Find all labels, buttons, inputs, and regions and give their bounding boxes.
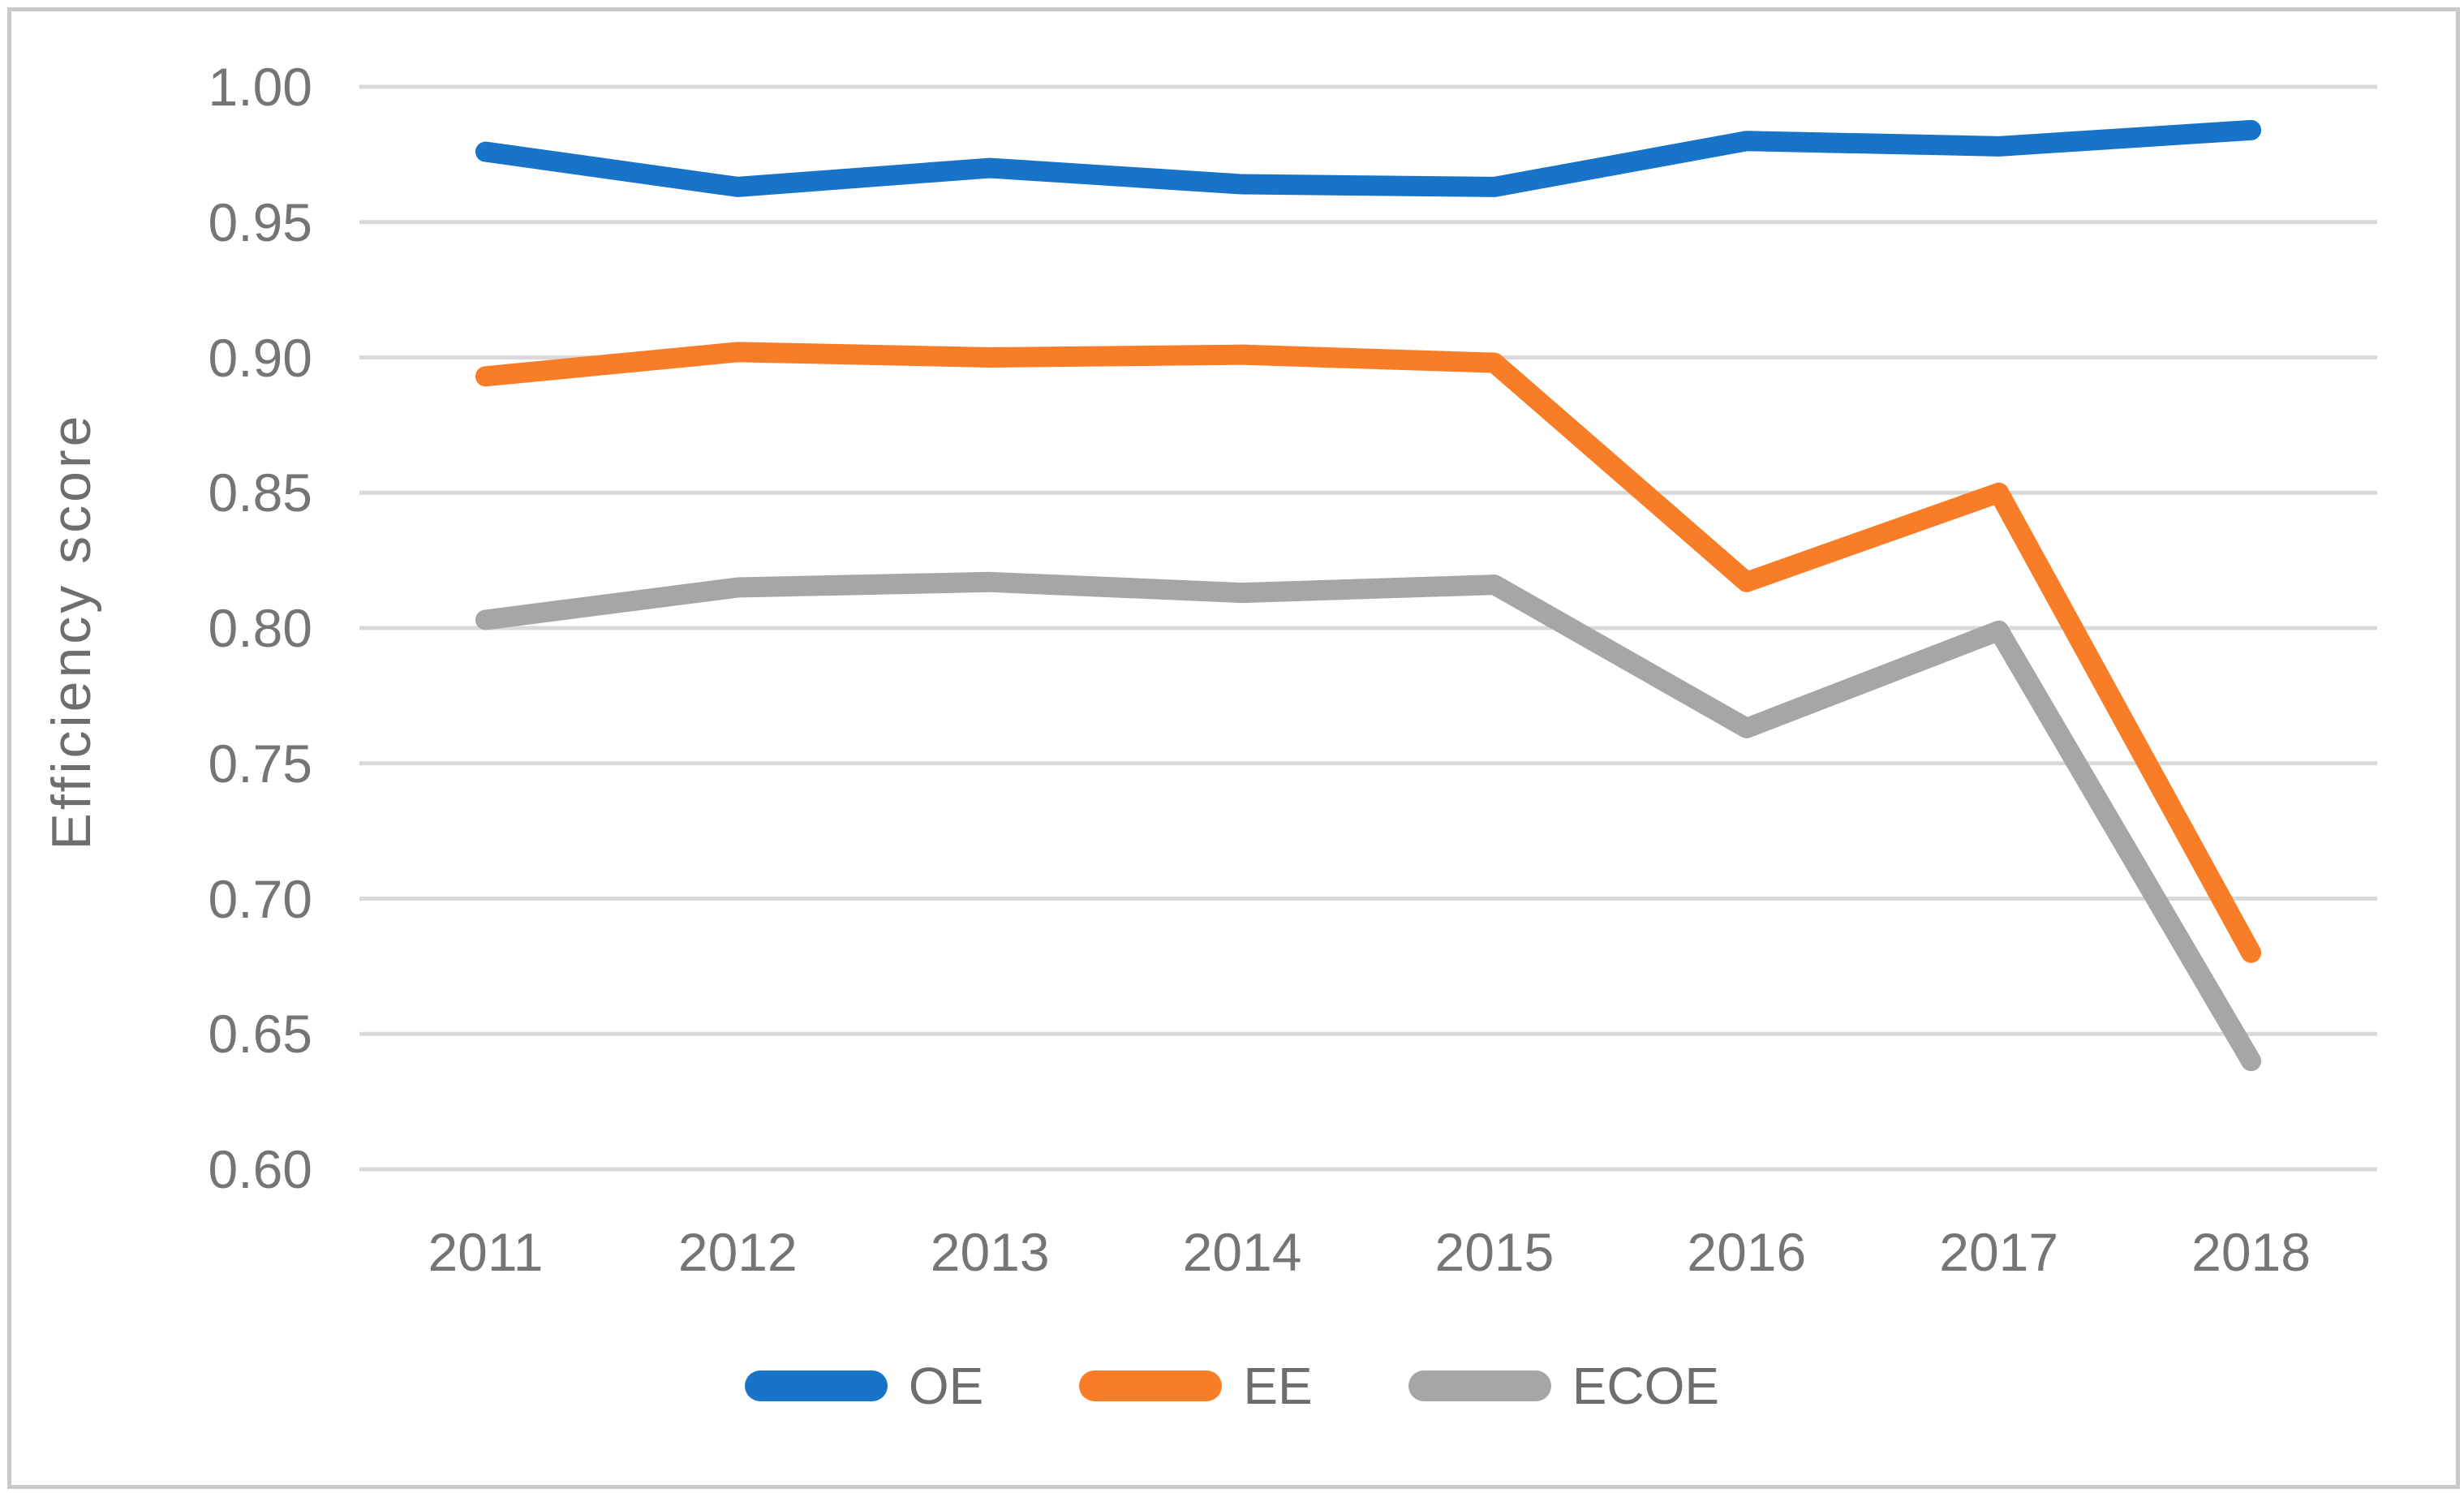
x-tick-label-2014: 2014: [1182, 1222, 1302, 1282]
legend-item-EE: EE: [1079, 1357, 1313, 1415]
y-tick-label-0.95: 0.95: [208, 191, 312, 252]
y-tick-label-0.65: 0.65: [208, 1004, 312, 1065]
legend-swatch-EE: [1079, 1370, 1223, 1401]
x-tick-label-2018: 2018: [2191, 1222, 2311, 1282]
y-tick-label-1.00: 1.00: [208, 57, 312, 117]
legend-item-ECOE: ECOE: [1408, 1360, 1719, 1412]
x-tick-label-2011: 2011: [428, 1222, 544, 1282]
series-line-OE: [475, 119, 2262, 197]
series-line-ECOE: [475, 571, 2262, 1072]
x-tick-label-2017: 2017: [1939, 1222, 2059, 1282]
series-line-EE: [475, 342, 2262, 963]
legend-swatch-ECOE: [1408, 1370, 1551, 1401]
series-lines: [475, 119, 2262, 1072]
x-tick-label-2012: 2012: [677, 1222, 798, 1282]
legend-swatch-OE: [744, 1370, 888, 1401]
legend-label-OE: OE: [908, 1357, 984, 1415]
gridlines: [359, 84, 2377, 1172]
legend-label-ECOE: ECOE: [1572, 1357, 1720, 1415]
y-tick-label-0.85: 0.85: [208, 463, 312, 523]
legend-label-EE: EE: [1243, 1357, 1313, 1415]
y-axis-title: Efficiency score: [41, 412, 102, 850]
legend: OE EE ECOE: [0, 1360, 2464, 1412]
y-tick-label-0.60: 0.60: [208, 1139, 312, 1199]
y-tick-label-0.80: 0.80: [208, 598, 312, 658]
y-tick-label-0.75: 0.75: [208, 733, 312, 794]
y-tick-label-0.70: 0.70: [208, 868, 312, 929]
x-tick-label-2013: 2013: [930, 1222, 1050, 1282]
x-tick-label-2015: 2015: [1434, 1222, 1555, 1282]
y-tick-label-0.90: 0.90: [208, 327, 312, 388]
legend-item-OE: OE: [744, 1357, 984, 1415]
x-tick-label-2016: 2016: [1687, 1222, 1807, 1282]
